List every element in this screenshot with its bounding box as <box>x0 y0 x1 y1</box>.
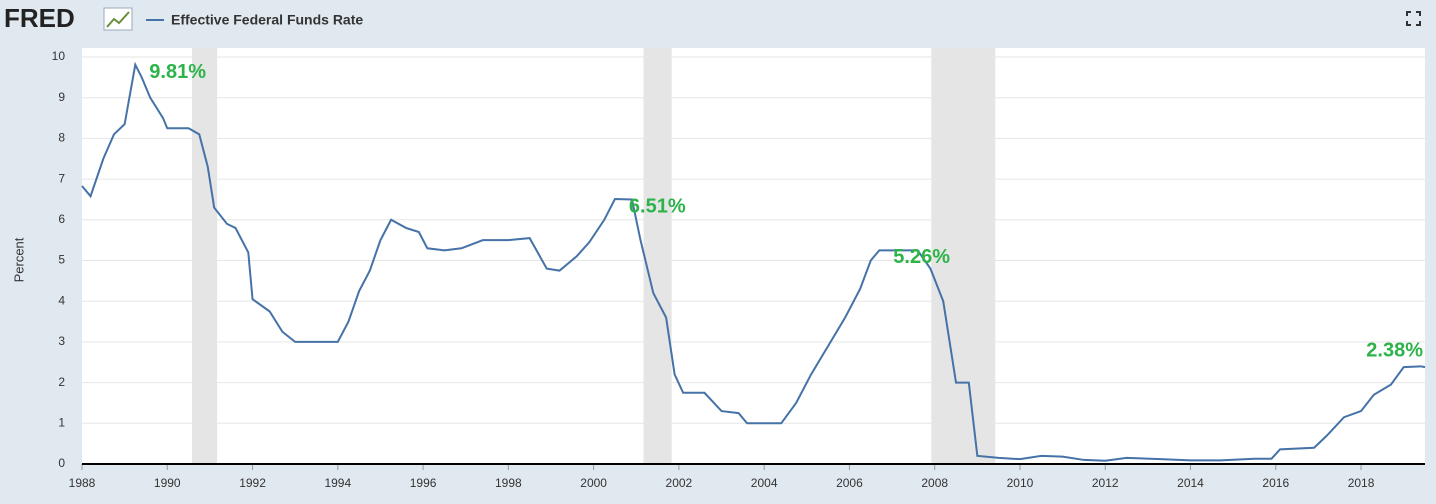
y-tick-label: 4 <box>58 293 65 307</box>
y-tick-label: 7 <box>58 171 65 185</box>
annotation: 9.81% <box>149 61 206 83</box>
x-tick-label: 1994 <box>324 476 351 490</box>
y-tick-label: 5 <box>58 253 65 267</box>
x-tick-label: 1990 <box>154 476 181 490</box>
brand-logo: FRED <box>4 3 75 33</box>
y-tick-label: 10 <box>52 49 66 63</box>
x-tick-label: 2002 <box>666 476 693 490</box>
y-tick-label: 0 <box>58 456 65 470</box>
x-tick-label: 1988 <box>69 476 96 490</box>
recession-shade <box>931 48 996 464</box>
x-tick-label: 1998 <box>495 476 522 490</box>
series-line <box>81 61 1426 462</box>
y-tick-label: 1 <box>58 415 65 429</box>
logo-icon <box>103 7 133 31</box>
fullscreen-icon[interactable] <box>1406 11 1421 26</box>
x-tick-label: 2010 <box>1007 476 1034 490</box>
y-tick-label: 9 <box>58 90 65 104</box>
plot-area <box>82 48 1425 464</box>
x-tick-label: 1992 <box>239 476 266 490</box>
x-tick-label: 2004 <box>751 476 778 490</box>
x-tick-label: 2000 <box>580 476 607 490</box>
x-tick-label: 2012 <box>1092 476 1119 490</box>
x-tick-label: 2016 <box>1262 476 1289 490</box>
x-tick-label: 2008 <box>921 476 948 490</box>
y-tick-label: 6 <box>58 212 65 226</box>
x-tick-label: 2014 <box>1177 476 1204 490</box>
recession-shade <box>643 48 672 464</box>
y-axis-label: Percent <box>11 237 26 282</box>
annotation: 5.26% <box>893 246 950 268</box>
annotation: 2.38% <box>1366 339 1423 361</box>
x-tick-label: 2006 <box>836 476 863 490</box>
y-tick-label: 3 <box>58 334 65 348</box>
y-tick-label: 2 <box>58 375 65 389</box>
y-tick-label: 8 <box>58 131 65 145</box>
x-tick-label: 1996 <box>410 476 437 490</box>
legend-label: Effective Federal Funds Rate <box>171 12 363 28</box>
annotation: 6.51% <box>629 195 686 217</box>
recession-shade <box>191 48 218 464</box>
x-tick-label: 2018 <box>1348 476 1375 490</box>
